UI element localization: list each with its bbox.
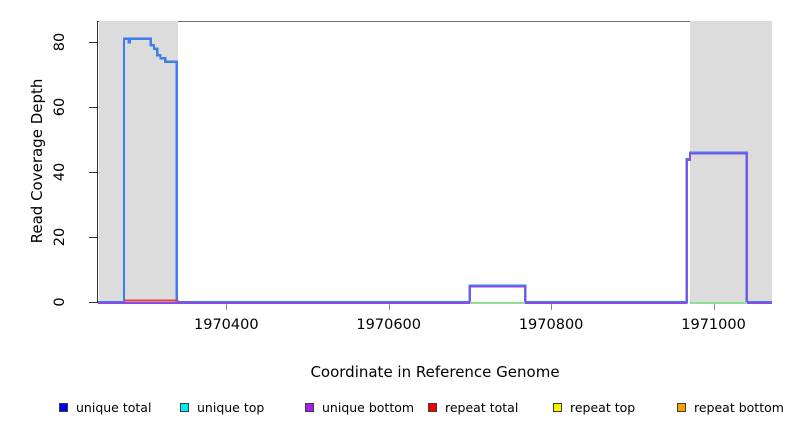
legend-item-repeat-total: repeat total [428, 399, 519, 415]
y-tick [89, 107, 97, 109]
legend-swatch-icon [59, 402, 68, 412]
series-line-unique-bottom [98, 152, 772, 304]
legend-label: repeat total [445, 399, 519, 415]
legend-swatch-icon [180, 402, 189, 412]
y-tick [89, 237, 97, 239]
legend-swatch-icon [553, 402, 562, 412]
legend-label: unique bottom [322, 399, 415, 415]
legend-item-unique-top: unique top [180, 399, 265, 415]
legend-swatch-icon [677, 402, 686, 412]
y-tick [89, 302, 97, 304]
x-tick-label: 1970800 [518, 317, 584, 333]
y-axis-line [97, 21, 99, 303]
y-tick [89, 172, 97, 174]
legend-item-unique-total: unique total [59, 399, 152, 415]
x-tick-label: 1970400 [194, 317, 259, 333]
legend-swatch-icon [305, 402, 314, 412]
legend-label: repeat top [570, 399, 636, 415]
legend-swatch-icon [428, 402, 437, 412]
series-line-unique-total [98, 37, 772, 304]
x-tick-label: 1971000 [681, 317, 746, 333]
x-tick [226, 303, 228, 310]
legend-item-repeat-top: repeat top [553, 399, 636, 415]
x-axis-label: Coordinate in Reference Genome [310, 363, 560, 381]
legend-item-repeat-bottom: repeat bottom [677, 399, 784, 415]
y-tick [89, 42, 97, 44]
legend-label: repeat bottom [694, 399, 784, 415]
x-tick [551, 303, 553, 310]
shaded-region [689, 21, 772, 302]
x-tick [388, 303, 390, 310]
legend-label: unique total [76, 399, 152, 415]
plot-border-top [97, 21, 772, 23]
legend-label: unique top [197, 399, 265, 415]
shaded-region [98, 21, 179, 302]
x-tick [713, 303, 715, 310]
x-tick-label: 1970600 [356, 317, 421, 333]
legend-item-unique-bottom: unique bottom [305, 399, 415, 415]
